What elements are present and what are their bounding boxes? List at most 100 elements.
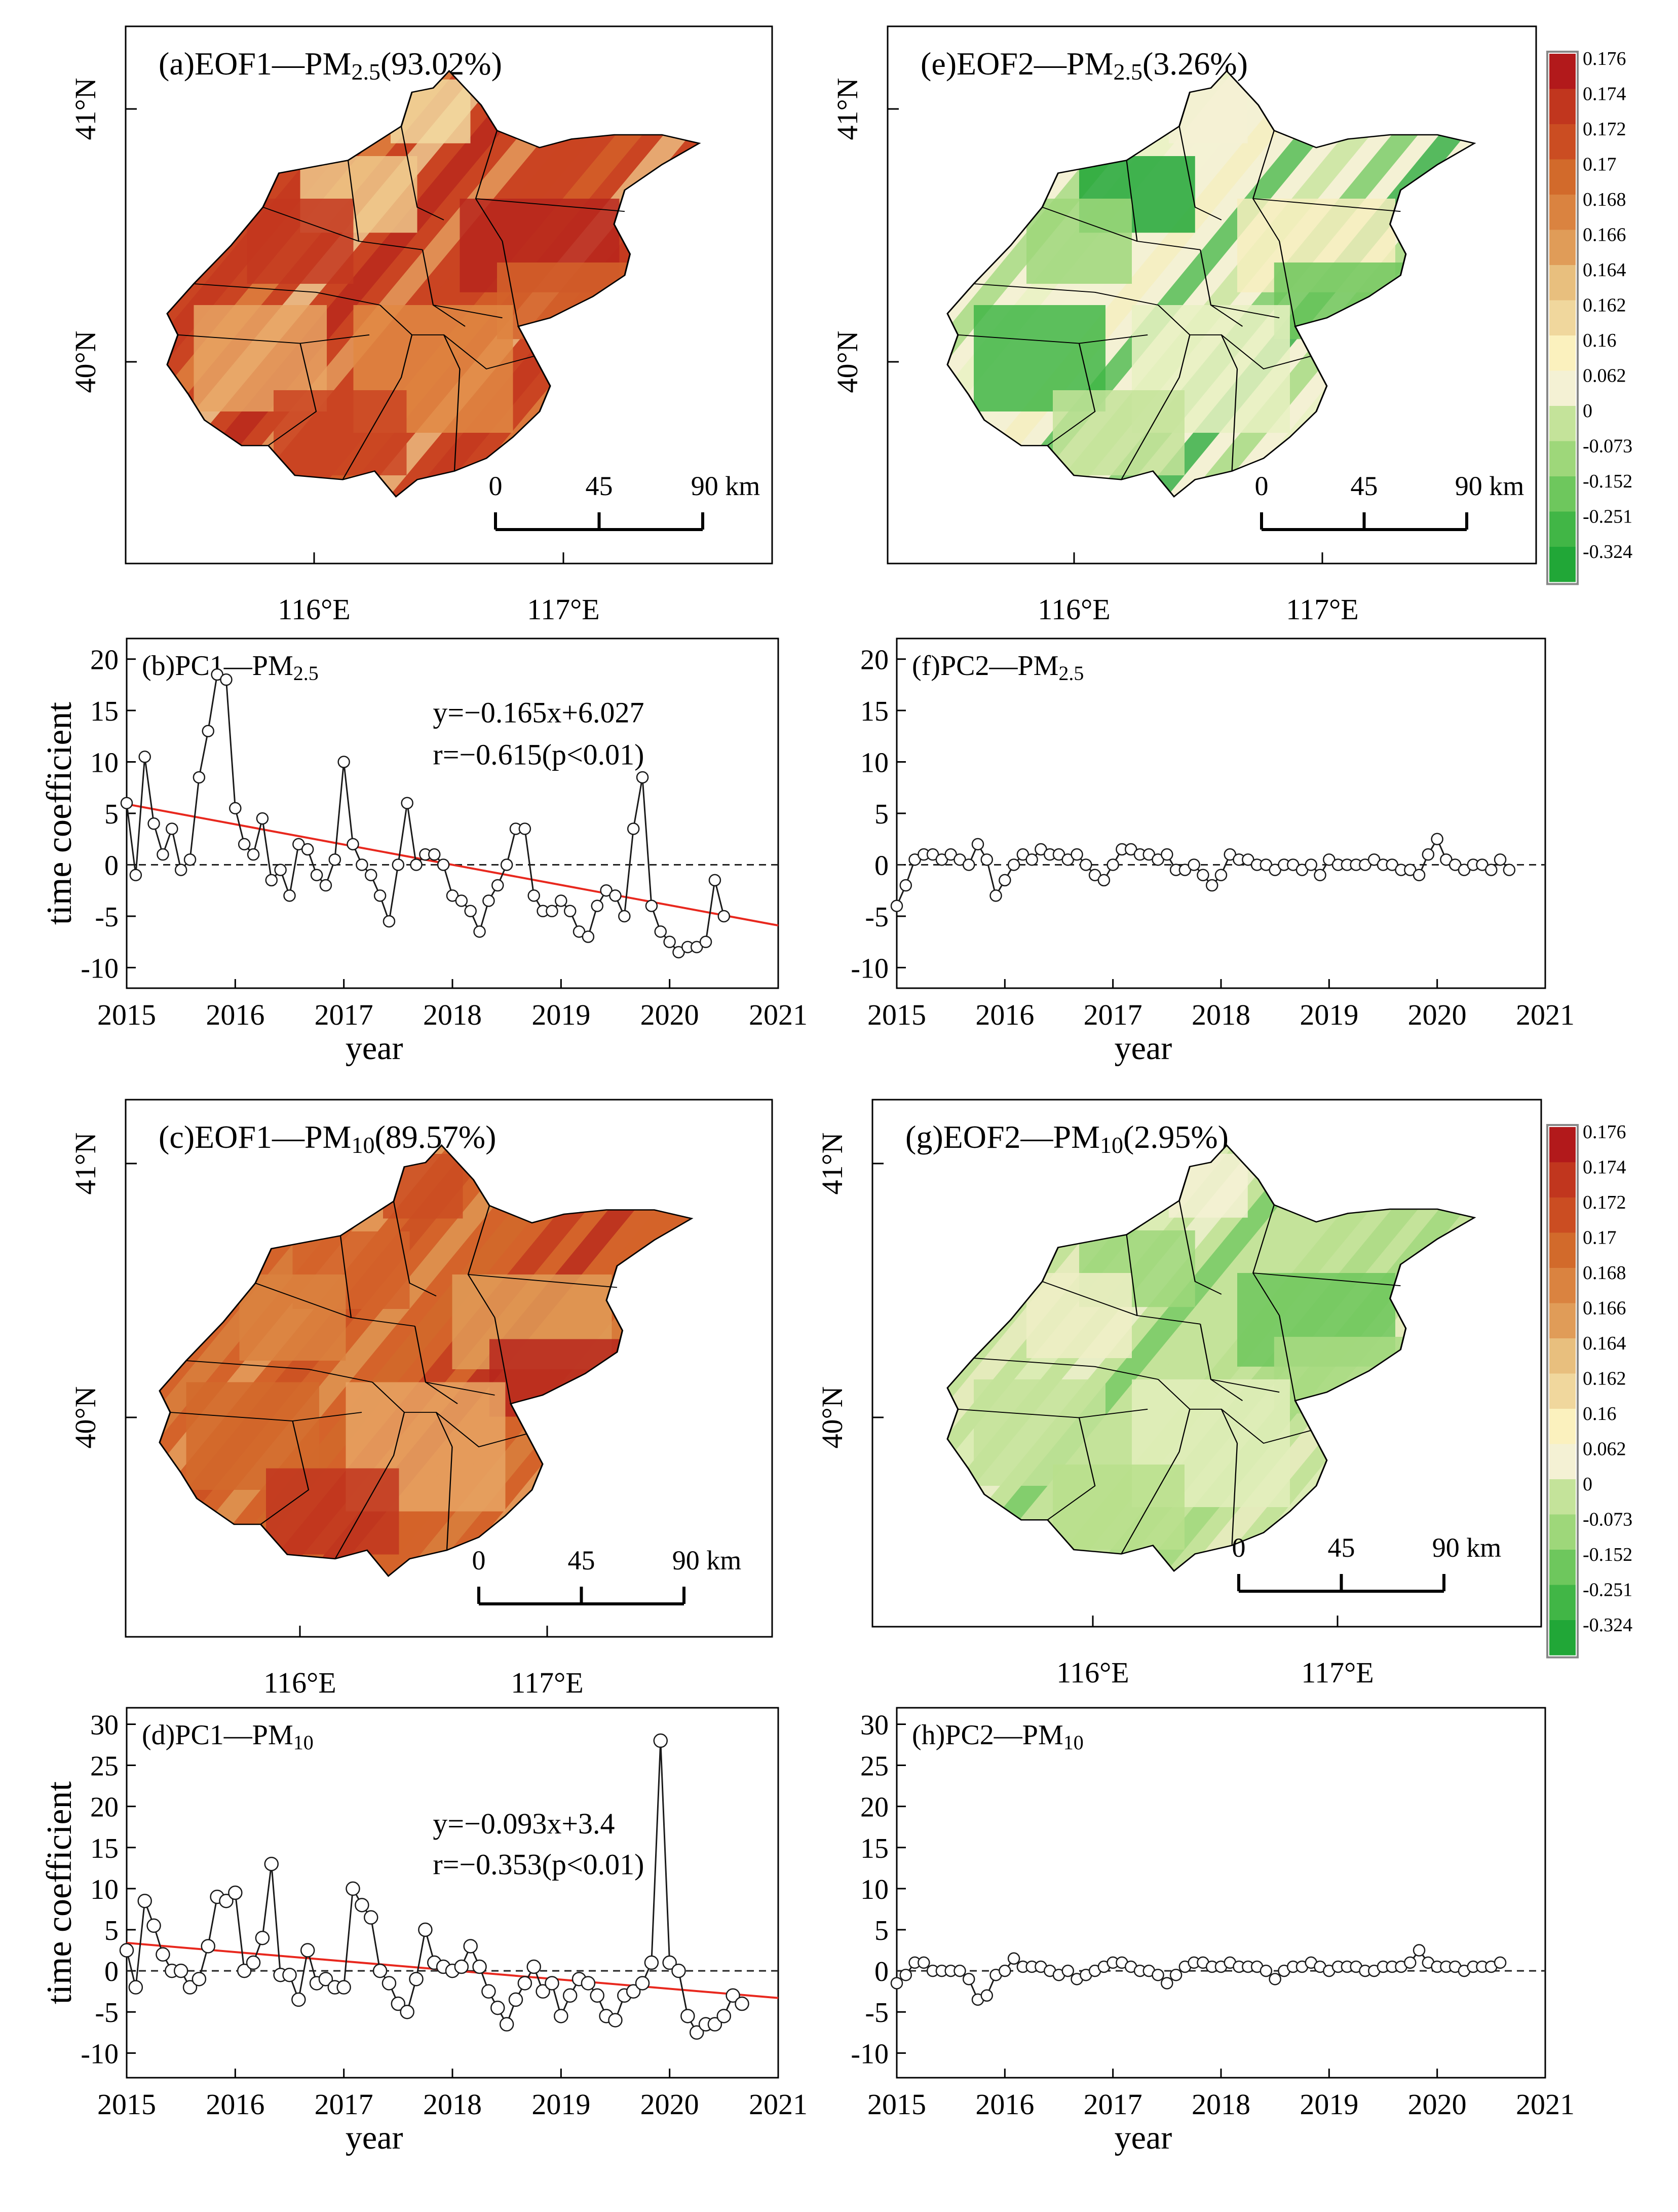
data-point (356, 858, 368, 871)
district-border (1279, 1315, 1296, 1401)
data-point (1107, 858, 1119, 871)
data-point (962, 858, 975, 871)
data-point (1260, 1964, 1273, 1977)
district-border (1121, 334, 1191, 480)
chart-h: -10 -5 0 5 10 15 20 25 30 2015 2016 2017 2018 2019 202… (851, 1707, 1575, 2156)
legend-label: 0.174 (1583, 1157, 1626, 1178)
data-point (726, 1988, 740, 2003)
legend-swatch (1549, 1479, 1576, 1515)
legend-label: 0.164 (1583, 1333, 1626, 1354)
data-point (428, 848, 441, 861)
district-border (1253, 1272, 1401, 1287)
legend-swatch (1549, 511, 1576, 547)
data-point (228, 1885, 243, 1900)
x-tick-label: 2015 (97, 998, 156, 1031)
legend-label: 0.16 (1583, 330, 1617, 351)
scale-bar: 0 45 90 km (472, 1545, 742, 1605)
data-point (1025, 853, 1038, 866)
district-border (1158, 305, 1238, 369)
lat-label: 40°N (816, 1386, 849, 1448)
x-tick-label: 2019 (1300, 998, 1358, 1031)
lat-label: 41°N (69, 1132, 102, 1194)
region-outline (946, 69, 1476, 498)
district-border (502, 241, 519, 327)
data-point (644, 1955, 659, 1970)
legend-swatch (1549, 547, 1576, 582)
y-tick-label: 0 (874, 1956, 889, 1988)
data-point (954, 1964, 966, 1977)
district-border (260, 1420, 310, 1525)
y-tick-label: 20 (90, 1792, 119, 1823)
chart-title: (f)PC2—PM2.5 (912, 650, 1084, 685)
y-tick-label: 5 (874, 799, 889, 830)
district-border (1210, 305, 1243, 327)
legend-label: 0.17 (1583, 154, 1617, 175)
data-point (1097, 874, 1111, 887)
lat-label: 40°N (69, 330, 102, 393)
scale-label: 90 km (672, 1545, 742, 1576)
data-point (663, 935, 676, 948)
data-point (146, 1918, 161, 1933)
map-fill-patch (266, 1468, 399, 1555)
y-tick-label: 0 (104, 1956, 119, 1988)
x-tick-label: 2018 (1192, 998, 1250, 1031)
y-tick-label: 20 (860, 1792, 889, 1823)
legend-swatch (1549, 1373, 1576, 1409)
y-tick-label: 15 (860, 696, 889, 727)
data-point (562, 1988, 578, 2003)
district-border (414, 1326, 495, 1396)
legend-swatch (1549, 1338, 1576, 1374)
data-point (274, 864, 287, 876)
chart-title-main: (h)PC2—PM (912, 1719, 1063, 1751)
region-outline (946, 1144, 1476, 1572)
legend-frame (1546, 51, 1579, 585)
data-point (1404, 1956, 1417, 1969)
y-tick-label: -10 (81, 2038, 119, 2070)
data-point (591, 899, 603, 912)
scale-label: 45 (568, 1545, 595, 1576)
legend-label: 0.162 (1583, 295, 1626, 316)
district-border (958, 1408, 1148, 1418)
x-tick-label: 2017 (315, 2088, 373, 2121)
x-tick-label: 2016 (975, 2088, 1034, 2121)
map-panel-e: (e)EOF2—PM2.5(3.26%) 41°N 40°N 116°E 117°E 0 4… (831, 25, 1678, 626)
lon-label: 116°E (1038, 593, 1110, 626)
district-border (1042, 1281, 1137, 1316)
data-point (147, 817, 160, 830)
x-tick-label: 2017 (315, 998, 373, 1031)
legend-label: 0.176 (1583, 1121, 1626, 1143)
data-point (201, 1939, 215, 1954)
legend-swatch (1549, 1585, 1576, 1620)
y-tick-label: 15 (860, 1833, 889, 1864)
data-point (654, 925, 667, 938)
map-title-main: (e)EOF2—PM (921, 46, 1113, 82)
district-border (468, 1274, 618, 1288)
district-border (268, 343, 317, 446)
data-point (1485, 864, 1498, 876)
x-tick-label: 2019 (1300, 2088, 1358, 2121)
data-point (472, 1959, 487, 1974)
legend-label: 0.176 (1583, 48, 1626, 69)
map-fill-band (1580, 28, 1678, 539)
x-tick-label: 2015 (97, 2088, 156, 2121)
lon-label: 116°E (263, 1666, 336, 1699)
legend-label: 0.172 (1583, 1192, 1626, 1213)
district-border (1253, 198, 1401, 212)
data-point (229, 802, 242, 815)
map-title: (a)EOF1—PM2.5(93.02%) (159, 46, 502, 85)
legend-swatch (1549, 159, 1576, 195)
lat-label: 40°N (69, 1386, 102, 1448)
data-point (608, 2013, 623, 2028)
data-point (517, 1976, 532, 1991)
data-point (410, 858, 423, 871)
district-border (372, 1381, 453, 1447)
map-fill-band (1580, 1103, 1678, 1614)
data-point (645, 899, 658, 912)
data-point (671, 1963, 686, 1978)
legend-label: 0.172 (1583, 119, 1626, 140)
district-border (433, 305, 466, 327)
x-tick-label: 2020 (1408, 2088, 1467, 2121)
data-point (192, 1972, 207, 1986)
legend-label: -0.073 (1583, 436, 1632, 457)
data-point (1152, 1968, 1164, 1981)
